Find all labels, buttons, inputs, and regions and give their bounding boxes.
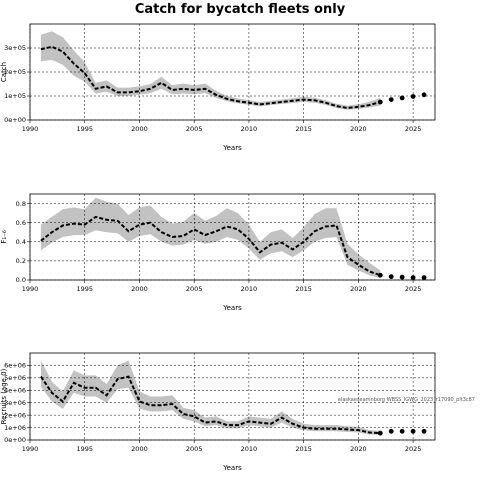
x-tick-label: 2025	[405, 285, 422, 293]
x-tick-label: 1995	[76, 125, 93, 133]
x-tick-label: 2020	[350, 125, 367, 133]
projection-point	[377, 99, 383, 105]
run-note: elaskaeseamnborg WBSS_IGWG_2023_r17090_p…	[338, 397, 475, 403]
x-tick-label: 2005	[186, 285, 203, 293]
y-tick-label: 5e+06	[4, 374, 26, 382]
x-axis-label: Years	[222, 304, 242, 312]
projection-point	[410, 428, 416, 434]
plot-frame	[29, 193, 436, 281]
y-tick-label: 3e+06	[4, 399, 26, 407]
median-line	[40, 375, 381, 435]
projection-point	[399, 95, 405, 101]
projection-point	[388, 274, 394, 280]
chart-panel-2: 1990 1995 2000 2005 2010 2015 2020 2025 0.0 0.2 0.…	[0, 193, 436, 312]
y-tick-label: 0e+00	[4, 116, 26, 124]
projection-point	[377, 272, 383, 278]
x-axis-label: Years	[222, 464, 242, 472]
confidence-band	[40, 31, 381, 110]
x-tick-label: 1995	[76, 285, 93, 293]
x-tick-label: 2025	[405, 445, 422, 453]
x-tick-label: 2025	[405, 125, 422, 133]
chart-panel-3: 1990 1995 2000 2005 2010 2015 2020 2025 0e+00 1e+…	[0, 352, 436, 472]
y-tick-label: 2e+05	[4, 68, 26, 76]
x-tick-label: 1990	[22, 285, 39, 293]
y-tick-label: 1e+05	[4, 92, 26, 100]
y-tick-label: 0.4	[16, 238, 26, 246]
median-line	[40, 215, 381, 277]
x-tick-label: 2020	[350, 445, 367, 453]
x-tick-label: 2010	[241, 285, 258, 293]
x-tick-label: 2015	[295, 125, 312, 133]
y-tick-label: 3e+05	[4, 44, 26, 52]
y-tick-label: 6e+06	[4, 362, 26, 370]
x-tick-label: 2005	[186, 445, 203, 453]
plot-frame	[29, 352, 436, 441]
projection-point	[388, 97, 394, 102]
chart-panel-1: 1990 1995 2000 2005 2010 2015 2020 2025 0e+00 1e+…	[0, 23, 436, 152]
x-tick-label: 1990	[22, 445, 39, 453]
y-tick-label: 0.6	[16, 219, 26, 227]
y-tick-label: 0.2	[16, 257, 26, 265]
projection-point	[377, 430, 383, 436]
x-axis-label: Years	[222, 144, 242, 152]
x-tick-label: 2015	[295, 285, 312, 293]
x-tick-label: 2015	[295, 445, 312, 453]
y-tick-label: 0.8	[16, 200, 26, 208]
median-line	[40, 45, 381, 110]
projection-point	[421, 92, 427, 98]
x-tick-label: 2020	[350, 285, 367, 293]
x-tick-label: 1990	[22, 125, 39, 133]
x-tick-label: 1995	[76, 445, 93, 453]
y-axis-label: Recruits (age 0)	[0, 368, 8, 424]
y-tick-label: 2e+06	[4, 411, 26, 419]
y-tick-label: 0.0	[16, 276, 26, 284]
x-tick-label: 2000	[131, 445, 148, 453]
x-tick-label: 2000	[131, 285, 148, 293]
x-tick-label: 2005	[186, 125, 203, 133]
projection-point	[388, 428, 394, 434]
confidence-band	[40, 197, 381, 279]
projection-point	[410, 275, 416, 281]
y-tick-label: 0e+00	[4, 436, 26, 444]
projection-point	[399, 274, 405, 280]
y-tick-label: 1e+06	[4, 424, 26, 432]
chart-title: Catch for bycatch fleets only	[135, 2, 346, 17]
confidence-band	[40, 360, 381, 435]
projection-point	[410, 94, 416, 99]
projection-point	[421, 428, 427, 434]
x-tick-label: 2010	[241, 445, 258, 453]
y-axis-label: F₁₋₆	[0, 230, 8, 244]
x-tick-label: 2000	[131, 125, 148, 133]
y-tick-label: 4e+06	[4, 386, 26, 394]
y-axis-label: Catch	[0, 62, 8, 82]
x-tick-label: 2010	[241, 125, 258, 133]
projection-point	[399, 428, 405, 434]
projection-point	[421, 275, 427, 281]
